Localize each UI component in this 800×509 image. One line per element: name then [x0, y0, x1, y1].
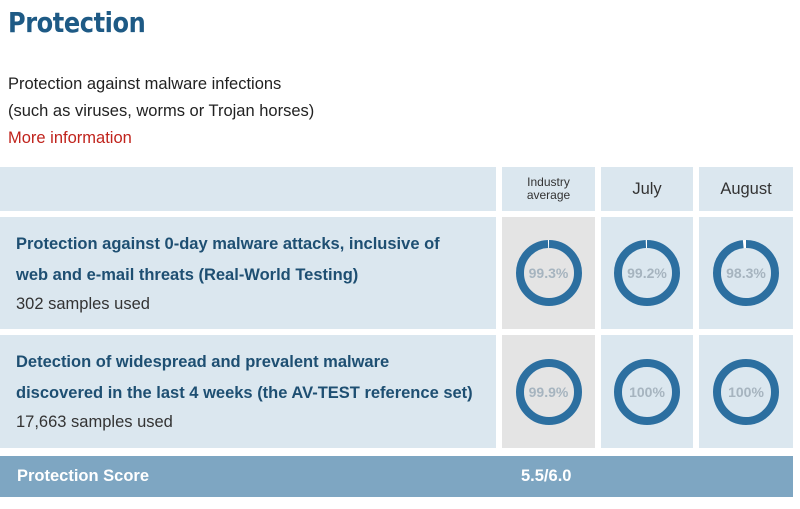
- row-title-line2: web and e-mail threats (Real-World Testi…: [16, 266, 359, 284]
- more-information-link[interactable]: More information: [8, 129, 132, 147]
- row1-industry-average-cell: 99.3%: [502, 217, 595, 329]
- gauge-ring: [614, 240, 680, 306]
- row1-august-cell: 98.3%: [699, 217, 793, 329]
- gauge-value: 98.3%: [726, 265, 766, 281]
- protection-score-label: Protection Score: [17, 467, 150, 485]
- gauge-ring: [515, 358, 582, 425]
- row2-july-gauge: 100%: [613, 358, 681, 426]
- header-empty-cell: [0, 167, 496, 211]
- row1-july-cell: 99.2%: [601, 217, 693, 329]
- row2-industry-average-gauge: 99.9%: [515, 358, 583, 426]
- description-line-1: Protection against malware infections: [8, 75, 282, 93]
- gauge-ring: [713, 358, 779, 425]
- page-title: Protection: [8, 6, 146, 39]
- row-title-line1: Protection against 0-day malware attacks…: [16, 235, 440, 253]
- row2-august-gauge: 100%: [712, 358, 780, 426]
- row2-august-cell: 100%: [699, 335, 793, 448]
- gauge-fill-arc: [515, 240, 582, 306]
- row-samples: 302 samples used: [16, 295, 150, 313]
- gauge-fill-arc: [614, 240, 680, 306]
- row1-august-gauge: 98.3%: [712, 239, 780, 307]
- protection-score-bar: Protection Score 5.5/6.0: [0, 456, 793, 497]
- header-industry-average-line1: Industry: [527, 175, 570, 189]
- gauge-ring: [713, 240, 779, 306]
- gauge-value: 100%: [728, 383, 764, 400]
- gauge-value: 99.3%: [528, 265, 569, 281]
- gauge-fill-arc: [713, 358, 779, 425]
- protection-score-value: 5.5/6.0: [521, 467, 572, 485]
- header-july-label: July: [632, 179, 662, 198]
- gauge-value: 100%: [629, 383, 665, 400]
- header-industry-average: Industry average: [502, 167, 595, 211]
- gauge-value: 99.9%: [528, 383, 569, 400]
- row-title-line1: Detection of widespread and prevalent ma…: [16, 353, 390, 371]
- header-august-label: August: [720, 179, 772, 198]
- header-industry-average-line2: average: [526, 188, 571, 202]
- header-august: August: [699, 167, 793, 211]
- row-samples: 17,663 samples used: [16, 413, 173, 431]
- row1-industry-average-gauge: 99.3%: [515, 239, 583, 307]
- gauge-ring: [515, 240, 582, 306]
- row2-july-cell: 100%: [601, 335, 693, 448]
- row1-july-gauge: 99.2%: [613, 239, 681, 307]
- gauge-fill-arc: [515, 358, 582, 425]
- gauge-fill-arc: [713, 240, 779, 306]
- table-row-label: Protection against 0-day malware attacks…: [0, 217, 496, 329]
- description-line-2: (such as viruses, worms or Trojan horses…: [8, 102, 315, 120]
- gauge-fill-arc: [614, 358, 680, 425]
- table-row-label: Detection of widespread and prevalent ma…: [0, 335, 496, 448]
- gauge-value: 99.2%: [627, 265, 667, 281]
- row-title-line2: discovered in the last 4 weeks (the AV-T…: [16, 384, 473, 402]
- gauge-ring: [614, 358, 680, 425]
- header-july: July: [601, 167, 693, 211]
- row2-industry-average-cell: 99.9%: [502, 335, 595, 448]
